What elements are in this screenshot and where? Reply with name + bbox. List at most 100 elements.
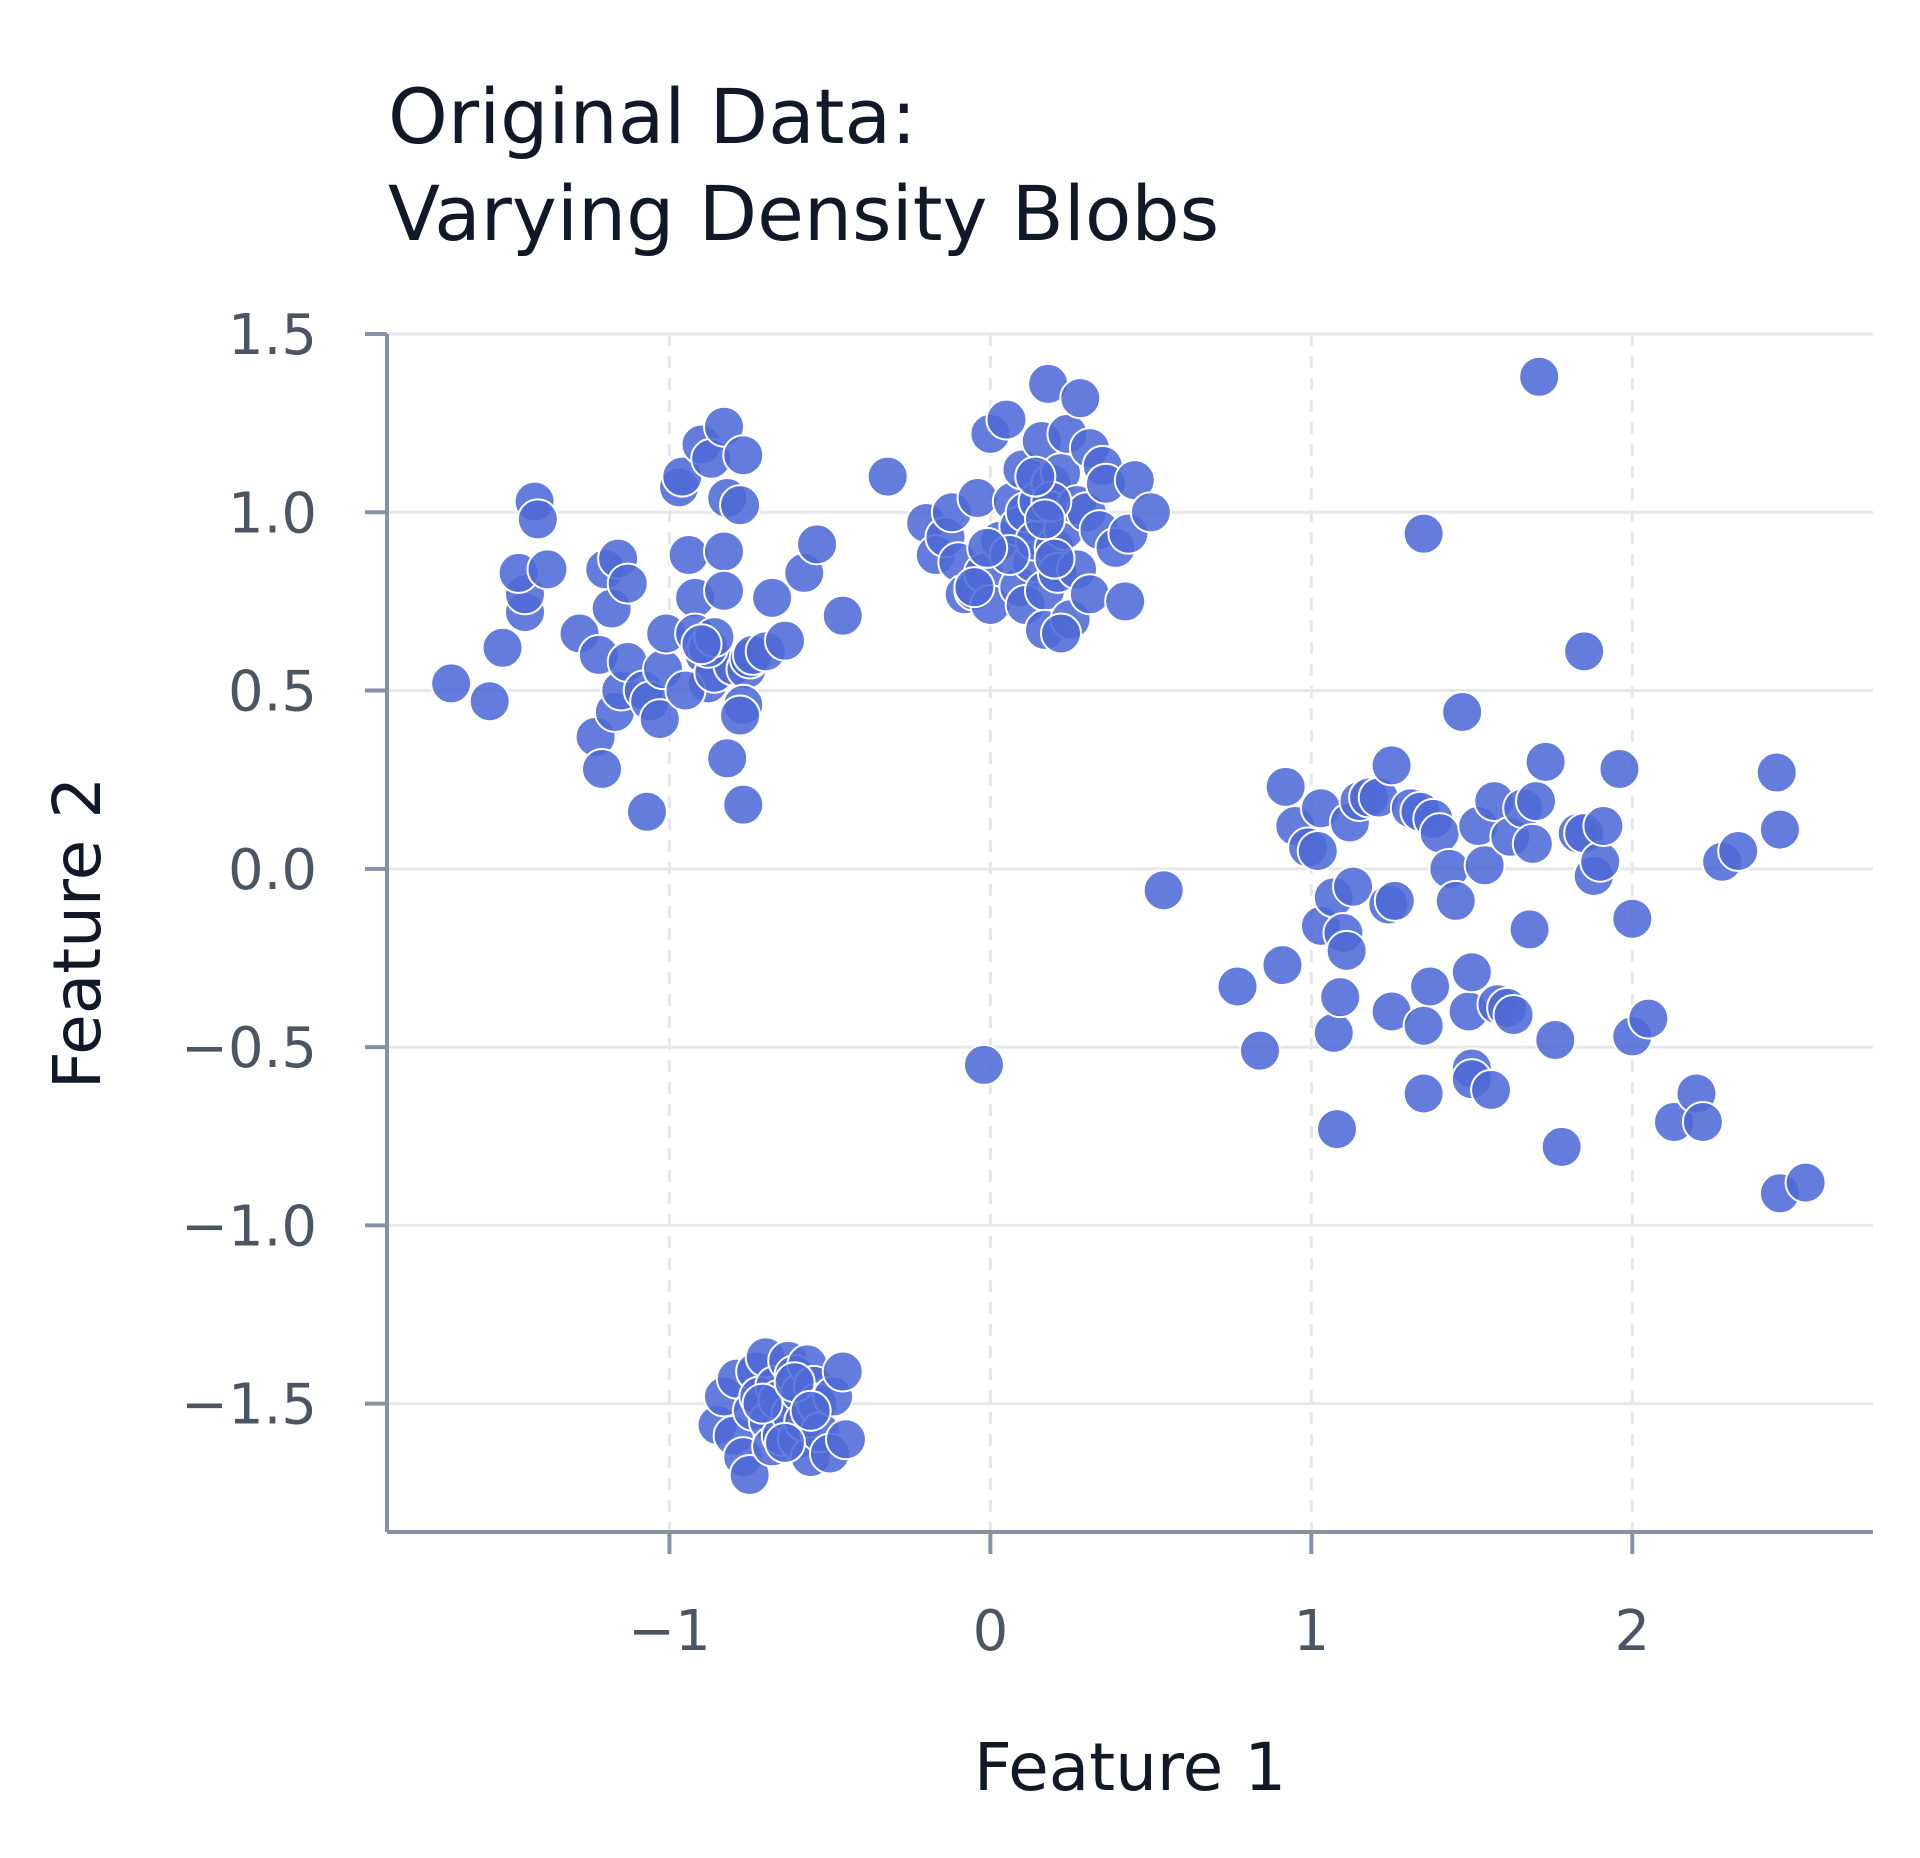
- scatter-point: [1470, 1068, 1513, 1111]
- scatter-point: [1142, 869, 1185, 912]
- scatter-point: [606, 562, 649, 605]
- scatter-point: [1434, 879, 1477, 922]
- scatter-point: [1717, 829, 1760, 872]
- scatter-point: [1316, 1108, 1359, 1151]
- scatter-point: [1033, 537, 1076, 580]
- scatter-point: [985, 398, 1028, 441]
- scatter-point: [702, 530, 745, 573]
- scatter-point: [1534, 1018, 1577, 1061]
- scatter-point: [667, 534, 710, 577]
- y-tick-label: −0.5: [181, 1016, 317, 1081]
- scatter-point: [1598, 747, 1641, 790]
- axis-ticks: 1.5 1.0 0.5 0.0 −0.5 −1.0 −1.5 −1 0 1 2: [181, 303, 1650, 1664]
- x-tick-label: 1: [1294, 1599, 1330, 1664]
- scatter-point: [1068, 573, 1111, 616]
- scatter-point: [866, 455, 909, 498]
- scatter-point: [1784, 1161, 1827, 1204]
- scatter-point: [1582, 805, 1625, 848]
- scatter-point: [1332, 865, 1375, 908]
- x-axis-label: Feature 1: [974, 1729, 1286, 1806]
- scatter-point: [680, 623, 723, 666]
- scatter-point: [1312, 1011, 1355, 1054]
- scatter-point: [763, 1421, 806, 1464]
- x-tick-label: −1: [628, 1599, 711, 1664]
- scatter-point: [1409, 965, 1452, 1008]
- scatter-point: [1059, 377, 1102, 420]
- scatter-point: [1758, 808, 1801, 851]
- scatter-point: [526, 548, 569, 591]
- scatter-point: [1238, 1029, 1281, 1072]
- scatter-point: [763, 619, 806, 662]
- chart-title-line-1: Original Data:: [388, 72, 917, 161]
- scatter-point: [430, 662, 473, 705]
- y-tick-label: −1.5: [181, 1373, 317, 1438]
- scatter-point: [1627, 997, 1670, 1040]
- scatter-point: [1373, 879, 1416, 922]
- scatter-point: [706, 737, 749, 780]
- chart-title-line-2: Varying Density Blobs: [388, 169, 1219, 258]
- scatter-point: [1296, 829, 1339, 872]
- scatter-point: [1104, 580, 1147, 623]
- data-points: [430, 355, 1827, 1496]
- scatter-point: [1563, 630, 1606, 673]
- scatter-point: [516, 498, 559, 541]
- scatter-point: [722, 783, 765, 826]
- scatter-point: [581, 747, 624, 790]
- scatter-point: [1023, 498, 1066, 541]
- scatter-point: [1579, 840, 1622, 883]
- scatter-point: [1441, 690, 1484, 733]
- scatter-point: [796, 523, 839, 566]
- scatter-point: [1129, 491, 1172, 534]
- y-axis-label: Feature 2: [39, 777, 116, 1089]
- scatter-point: [468, 680, 511, 723]
- scatter-point: [1611, 897, 1654, 940]
- scatter-point: [625, 790, 668, 833]
- scatter-point: [741, 1382, 784, 1425]
- scatter-point: [824, 1418, 867, 1461]
- scatter-point: [1755, 751, 1798, 794]
- scatter-point: [638, 698, 681, 741]
- y-tick-label: 1.5: [228, 303, 317, 368]
- scatter-point: [751, 576, 794, 619]
- scatter-point: [1216, 965, 1259, 1008]
- scatter-point: [1370, 744, 1413, 787]
- scatter-point: [1681, 1100, 1724, 1143]
- y-tick-label: 0.5: [228, 660, 317, 725]
- scatter-point: [1039, 612, 1082, 655]
- scatter-point: [1508, 908, 1551, 951]
- scatter-point: [1261, 944, 1304, 987]
- scatter-point: [1518, 355, 1561, 398]
- scatter-point: [1492, 994, 1535, 1037]
- scatter-point: [821, 1350, 864, 1393]
- scatter-point: [821, 594, 864, 637]
- scatter-point: [1402, 1072, 1445, 1115]
- x-tick-label: 0: [973, 1599, 1009, 1664]
- scatter-point: [956, 477, 999, 520]
- scatter-point: [1014, 455, 1057, 498]
- scatter-point: [789, 1389, 832, 1432]
- scatter-point: [1515, 780, 1558, 823]
- scatter-point: [1402, 1004, 1445, 1047]
- scatter-point: [719, 484, 762, 527]
- y-tick-label: −1.0: [181, 1194, 317, 1259]
- y-tick-label: 1.0: [228, 481, 317, 546]
- scatter-point: [1524, 740, 1567, 783]
- scatter-point: [1540, 1125, 1583, 1168]
- x-tick-label: 2: [1614, 1599, 1650, 1664]
- scatter-point: [1463, 844, 1506, 887]
- scatter-point: [966, 526, 1009, 569]
- scatter-point: [1325, 929, 1368, 972]
- y-tick-label: 0.0: [228, 838, 317, 903]
- scatter-point: [481, 626, 524, 669]
- scatter-point: [962, 1043, 1005, 1086]
- scatter-point: [1450, 951, 1493, 994]
- scatter-point: [702, 569, 745, 612]
- scatter-point: [953, 566, 996, 609]
- scatter-point: [1418, 812, 1461, 855]
- scatter-point: [1319, 976, 1362, 1019]
- scatter-point: [722, 434, 765, 477]
- scatter-point: [1264, 765, 1307, 808]
- scatter-point: [719, 694, 762, 737]
- scatter-point: [1402, 512, 1445, 555]
